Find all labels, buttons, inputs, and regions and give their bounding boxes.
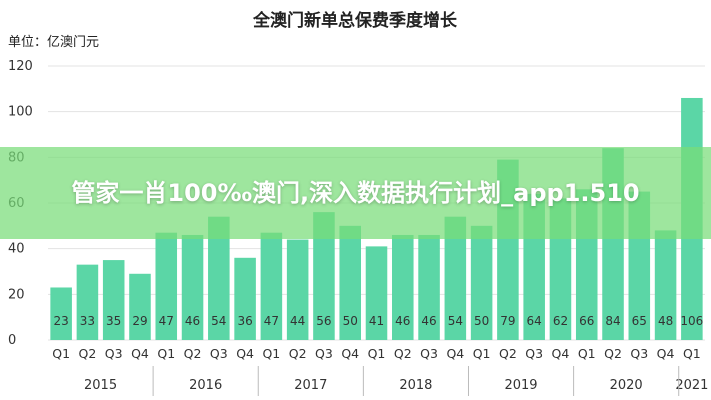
x-tick-label: Q2 — [79, 346, 97, 361]
bar-value-label: 46 — [395, 314, 410, 328]
x-tick-label: Q4 — [552, 346, 570, 361]
bar-value-label: 84 — [605, 314, 620, 328]
bar — [181, 234, 204, 340]
x-tick-label: Q3 — [210, 346, 228, 361]
year-label: 2018 — [399, 378, 432, 393]
x-tick-label: Q4 — [131, 346, 149, 361]
y-tick-label: 40 — [8, 242, 25, 257]
bar-value-label: 36 — [237, 314, 252, 328]
bar-value-label: 62 — [553, 314, 568, 328]
x-tick-label: Q1 — [473, 346, 491, 361]
banner-text: 管家一肖100‰澳门,深入数据执行计划_app1.510 — [71, 179, 640, 207]
bar-value-label: 106 — [680, 314, 703, 328]
y-tick-label: 100 — [8, 105, 33, 120]
bar — [654, 230, 677, 340]
bar-value-label: 23 — [53, 314, 68, 328]
x-tick-label: Q1 — [157, 346, 175, 361]
bar — [76, 264, 99, 340]
x-tick-label: Q4 — [657, 346, 675, 361]
y-tick-label: 120 — [8, 59, 33, 74]
x-axis-labels: Q1 Q2 Q3 Q4 Q1 Q2 Q3 Q4 Q1 Q2 Q3 Q4 Q1 Q2 Q3 Q4 Q1 Q2 Q3 Q4… — [52, 346, 708, 396]
bar-value-label: 33 — [80, 314, 95, 328]
bar-value-label: 46 — [421, 314, 436, 328]
bar-value-label: 41 — [369, 314, 384, 328]
bar — [50, 287, 72, 340]
year-label: 2015 — [84, 378, 117, 393]
bar — [418, 234, 440, 340]
bar — [260, 232, 283, 340]
x-tick-label: Q2 — [289, 346, 307, 361]
bar-value-label: 54 — [448, 314, 463, 328]
x-tick-label: Q4 — [446, 346, 464, 361]
bar — [470, 225, 493, 340]
bar — [102, 260, 125, 340]
x-tick-label: Q3 — [105, 346, 123, 361]
bar-value-label: 46 — [185, 314, 200, 328]
bar — [208, 216, 230, 340]
x-tick-label: Q1 — [52, 346, 70, 361]
x-tick-label: Q4 — [236, 346, 254, 361]
bar — [392, 234, 414, 340]
bar-value-label: 44 — [290, 314, 305, 328]
bar — [313, 212, 335, 340]
bar-value-label: 47 — [264, 314, 279, 328]
x-tick-label: Q4 — [341, 346, 359, 361]
year-label: 2021 — [675, 378, 708, 393]
x-tick-label: Q2 — [604, 346, 622, 361]
bar-value-label: 48 — [658, 314, 673, 328]
x-tick-label: Q2 — [394, 346, 412, 361]
x-tick-label: Q1 — [368, 346, 386, 361]
x-tick-label: Q3 — [420, 346, 438, 361]
bar — [129, 273, 151, 340]
year-label: 2016 — [189, 378, 222, 393]
y-tick-label: 20 — [8, 287, 25, 302]
bar-value-label: 65 — [632, 314, 647, 328]
x-tick-label: Q3 — [315, 346, 333, 361]
x-tick-label: Q2 — [184, 346, 202, 361]
bar — [339, 225, 361, 340]
chart-title: 全澳门新单总保费季度增长 — [252, 10, 458, 31]
bar-value-label: 50 — [343, 314, 358, 328]
bar-value-label: 50 — [474, 314, 489, 328]
x-tick-label: Q1 — [262, 346, 280, 361]
x-tick-label: Q3 — [630, 346, 648, 361]
bar — [234, 257, 256, 340]
year-label: 2017 — [294, 378, 327, 393]
bar — [155, 232, 178, 340]
bar-value-label: 29 — [132, 314, 147, 328]
bar-value-label: 64 — [527, 314, 542, 328]
x-tick-label: Q3 — [525, 346, 543, 361]
bar-value-label: 47 — [159, 314, 174, 328]
bar-value-label: 54 — [211, 314, 226, 328]
overlay-banner: 管家一肖100‰澳门,深入数据执行计划_app1.510 — [0, 147, 711, 239]
unit-label: 单位：亿澳门元 — [8, 34, 99, 50]
bar-value-label: 35 — [106, 314, 121, 328]
bar — [444, 216, 467, 340]
y-tick-label: 0 — [8, 333, 16, 348]
bar-value-label: 66 — [579, 314, 594, 328]
bar-value-label: 79 — [500, 314, 515, 328]
year-label: 2020 — [610, 378, 643, 393]
x-tick-label: Q2 — [499, 346, 517, 361]
x-tick-label: Q1 — [578, 346, 596, 361]
bar-value-label: 56 — [316, 314, 331, 328]
year-label: 2019 — [504, 378, 537, 393]
bar — [365, 246, 388, 340]
bar — [286, 239, 309, 340]
x-tick-label: Q1 — [683, 346, 701, 361]
